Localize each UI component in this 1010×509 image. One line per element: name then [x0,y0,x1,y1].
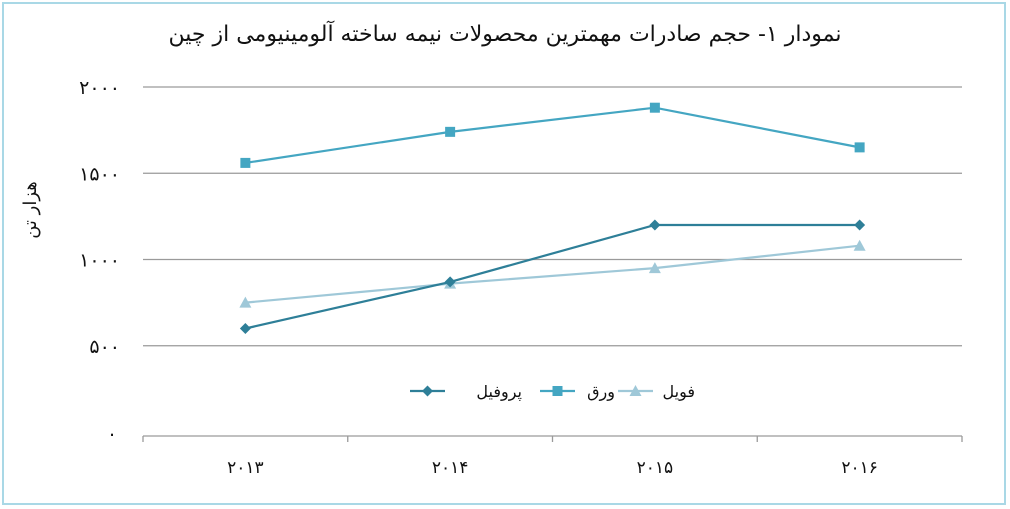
legend-label: ورق [587,382,615,402]
x-tick-label: ۲۰۱۶ [841,458,878,478]
y-tick-label: ۲۰۰۰ [79,77,120,99]
data-point [854,142,865,153]
legend-label: پروفیل [476,382,522,402]
y-axis-label: هزار تن [20,181,41,239]
legend-item: پروفیل [410,382,522,402]
series-line [245,223,860,330]
y-tick-label-zero: . [109,419,115,441]
data-point [648,262,661,274]
series-1 [240,102,865,168]
legend-marker [422,385,433,397]
series-line [245,106,860,164]
legend-marker [629,385,642,396]
y-tick-label: ۵۰۰ [89,336,120,358]
legend-item: فویل [618,382,695,402]
legend-label: فویل [663,382,695,402]
data-point [854,219,866,231]
series-line [245,244,860,304]
y-tick-label: ۱۵۰۰ [79,163,120,185]
data-point [853,239,866,251]
data-point [649,219,661,231]
legend-item: ورق [540,382,615,402]
data-point [239,296,252,308]
x-tick-label: ۲۰۱۴ [432,458,469,478]
data-point [239,323,251,334]
series-0 [239,219,866,334]
data-point [240,157,251,168]
legend-marker [552,386,563,396]
y-tick-label: ۱۰۰۰ [79,250,120,272]
chart-title: نمودار ۱- حجم صادرات مهمترین محصولات نیم… [168,22,842,47]
data-point [649,102,660,113]
x-tick-label: ۲۰۱۳ [227,458,264,478]
x-tick-label: ۲۰۱۵ [637,458,674,478]
series-2 [239,239,866,308]
data-point [444,276,456,288]
data-point [445,126,456,137]
